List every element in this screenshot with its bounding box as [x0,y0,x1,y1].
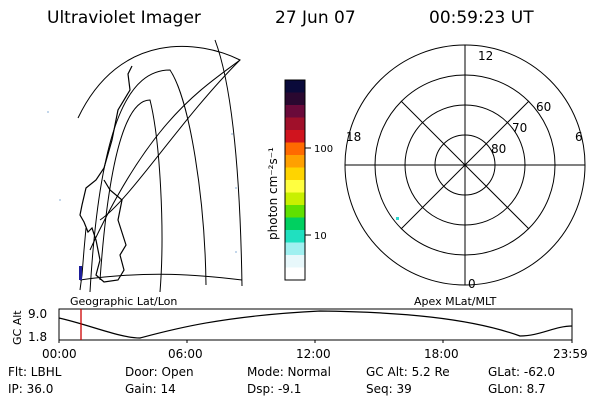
ip-info: IP: 36.0 [8,382,54,396]
geo-grid-arc [99,59,241,221]
time-tick-4: 23:59 [553,347,588,361]
time-tick-1: 06:00 [168,347,203,361]
mlt-label-12: 12 [478,49,493,63]
time-tick-0: 00:00 [42,347,77,361]
gc-alt-curve [58,310,573,339]
time-tick-3: 18:00 [424,347,459,361]
colorbar-segment [285,80,305,93]
colorbar-segment [285,130,305,143]
mode-info: Mode: Normal [247,365,331,379]
cbar-label-100: 100 [314,144,333,155]
mlt-label-6: 6 [575,130,583,144]
colorbar-segment [285,267,305,281]
aurora-spot [396,217,399,220]
mlat-label-60: 60 [536,100,551,114]
geo-grid-arc [79,273,243,281]
colorbar-segment [285,217,305,231]
time-tick-2: 12:00 [296,347,331,361]
geo-grid-arc [99,99,163,293]
colorbar-segment [285,205,305,218]
gcalt-info: GC Alt: 5.2 Re [366,365,450,379]
gc-alt-axis-title: GC Alt [11,310,24,345]
geo-grid-arc [89,69,207,293]
gain-info: Gain: 14 [125,382,176,396]
geo-label: Geographic Lat/Lon [70,295,177,308]
colorbar-segment [285,180,305,193]
glon-info: GLon: 8.7 [488,382,546,396]
time-label: 00:59:23 UT [429,8,534,28]
gc-alt-tick-low: 1.8 [28,330,47,344]
instrument-title: Ultraviolet Imager [47,8,201,28]
mlat-label-70: 70 [512,121,527,135]
apex-label: Apex MLat/MLT [414,295,497,308]
colorbar-segment [285,105,305,118]
colorbar-segment [285,117,305,131]
date-label: 27 Jun 07 [275,8,356,28]
colorbar-segment [285,255,305,268]
colorbar-segment [285,242,305,256]
mlt-label-18: 18 [346,130,361,144]
seq-info: Seq: 39 [366,382,412,396]
cbar-unit-label: photon cm⁻²s⁻¹ [266,147,280,240]
cbar-label-10: 10 [314,231,327,242]
coastline [79,227,87,291]
colorbar-segment [285,167,305,181]
colorbar-segment [285,155,305,168]
dsp-info: Dsp: -9.1 [247,382,302,396]
glat-info: GLat: -62.0 [488,365,555,379]
colorbar-segment [285,230,305,243]
gc-alt-tick-high: 9.0 [28,307,47,321]
filter-info: Flt: LBHL [8,365,62,379]
mlt-label-0: 0 [468,277,476,291]
door-info: Door: Open [125,365,194,379]
colorbar-segment [285,192,305,206]
coastline [79,65,133,283]
colorbar-segment [285,142,305,156]
geo-grid-arc [214,39,243,287]
mlat-label-80: 80 [491,142,506,156]
colorbar-segment [285,92,305,106]
data-pixel [79,266,82,280]
polar-diagonal [400,100,530,230]
